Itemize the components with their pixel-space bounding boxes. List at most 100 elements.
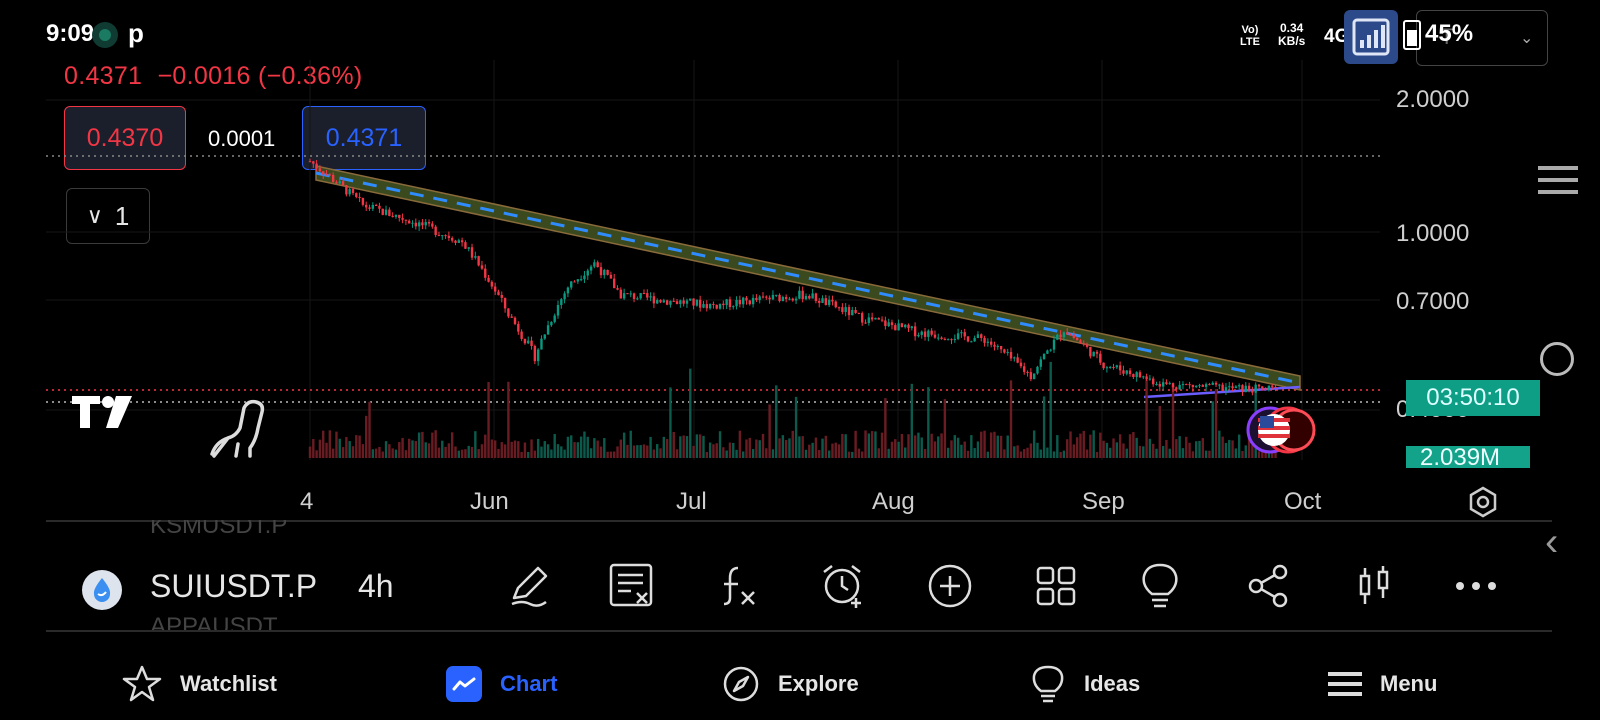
volume-bar	[450, 432, 454, 458]
chevron-left-icon[interactable]: ‹	[1545, 520, 1559, 564]
candle	[556, 305, 560, 316]
candle	[917, 334, 920, 337]
exchange-select-label: T	[1440, 24, 1454, 49]
nav-chart[interactable]: Chart	[446, 664, 557, 704]
economic-events-icon[interactable]	[1240, 404, 1320, 456]
draw-icon[interactable]	[504, 562, 552, 610]
volume-bar	[579, 436, 583, 458]
add-icon[interactable]	[926, 562, 974, 610]
volume-bar	[1082, 430, 1085, 458]
volume-bar	[1128, 434, 1132, 458]
indicator-template-icon[interactable]	[608, 562, 656, 610]
volume-bar	[811, 442, 814, 458]
volume-bar	[424, 442, 427, 458]
candle	[1148, 378, 1152, 380]
trend-channel	[315, 165, 1301, 391]
volume-bar	[464, 449, 467, 458]
next-symbol[interactable]: APPAUSDT	[150, 613, 278, 630]
star-icon	[122, 665, 162, 702]
candle	[517, 323, 520, 332]
volume-bar	[322, 430, 325, 458]
volume-bar	[808, 444, 811, 458]
volume-bar	[1208, 450, 1211, 458]
nav-explore[interactable]: Explore	[722, 664, 859, 704]
signal-icon[interactable]	[1344, 10, 1398, 64]
volume-bar	[1013, 446, 1016, 458]
volume-bar	[956, 437, 960, 458]
volume-bar	[1039, 449, 1042, 458]
circle-button-icon[interactable]	[1540, 342, 1574, 376]
volume-bar	[741, 451, 745, 458]
volume-bar	[586, 436, 589, 458]
volume-bar	[520, 451, 523, 458]
ideas-icon[interactable]	[1136, 562, 1184, 610]
sell-button[interactable]: 0.4370	[64, 106, 186, 170]
volume-bar	[411, 440, 414, 458]
volume-bar	[791, 430, 794, 458]
candle	[738, 300, 742, 305]
volume-bar	[1049, 361, 1052, 458]
nav-menu[interactable]: Menu	[1328, 664, 1437, 704]
chart-type-icon[interactable]	[1350, 562, 1398, 610]
x-tick-label: 4	[300, 488, 314, 515]
layout-icon[interactable]	[1032, 562, 1080, 610]
candle	[338, 181, 341, 184]
chart-settings-icon[interactable]	[1466, 485, 1500, 519]
volume-bar	[1059, 451, 1062, 458]
symbol-name[interactable]: SUIUSDT.P	[150, 568, 318, 604]
candle	[470, 247, 474, 258]
volume-bar	[550, 449, 553, 458]
candle	[923, 331, 927, 337]
candle	[983, 337, 986, 343]
volume-bar	[778, 438, 781, 458]
candle	[950, 339, 953, 341]
indicators-icon[interactable]	[714, 562, 762, 610]
candle	[841, 307, 844, 312]
candle	[986, 341, 990, 343]
collapse-indicators-button[interactable]: ∨ 1	[66, 188, 150, 244]
volume-bar	[794, 396, 798, 458]
volume-bar	[1016, 445, 1019, 458]
candle	[861, 313, 864, 323]
volume-bar	[798, 436, 801, 458]
volume-bar	[1224, 442, 1228, 458]
volume-bar	[546, 444, 550, 458]
candle	[890, 322, 894, 326]
candle	[1264, 388, 1267, 390]
share-icon[interactable]	[1244, 562, 1292, 610]
candle	[1046, 350, 1049, 354]
volume-bar	[827, 450, 831, 458]
candle	[497, 291, 500, 296]
volume-bar	[1056, 435, 1059, 458]
timeframe-button[interactable]: 4h	[358, 568, 394, 604]
candle	[1112, 366, 1115, 368]
volume-bar	[1109, 447, 1112, 458]
candle	[417, 222, 421, 227]
volume-bar	[338, 438, 341, 458]
candle	[325, 174, 328, 176]
volume-bar	[556, 444, 560, 458]
volume-bar	[923, 449, 927, 458]
volume-bar	[497, 448, 500, 458]
volume-bar	[1003, 449, 1006, 458]
more-icon[interactable]	[1452, 562, 1500, 610]
volume-bar	[1241, 450, 1244, 458]
volume-bar	[775, 385, 778, 458]
candle	[1181, 384, 1185, 386]
buy-button[interactable]: 0.4371	[302, 106, 426, 170]
candle	[484, 268, 487, 278]
candle	[1092, 351, 1095, 357]
candle	[857, 312, 861, 314]
nav-watchlist[interactable]: Watchlist	[122, 664, 277, 704]
hamburger-icon[interactable]	[1538, 164, 1578, 196]
volume-bar	[1062, 450, 1066, 458]
previous-symbol[interactable]: KSMUSDT.P	[150, 520, 288, 538]
volume-bar	[596, 440, 599, 458]
volume-bar	[983, 430, 986, 458]
nav-ideas[interactable]: Ideas	[1030, 664, 1140, 704]
price-chart[interactable]	[0, 0, 1390, 470]
alert-icon[interactable]	[820, 562, 868, 610]
candle	[854, 310, 857, 313]
nav-label: Menu	[1380, 671, 1438, 696]
candle	[503, 297, 507, 309]
